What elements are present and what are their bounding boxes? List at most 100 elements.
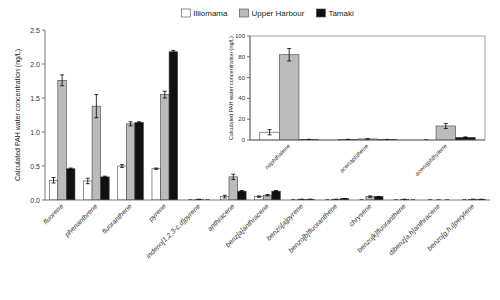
error-cap xyxy=(268,134,272,135)
error-cap xyxy=(240,191,244,192)
error-bar xyxy=(171,50,175,53)
error-line xyxy=(269,130,270,135)
error-bar xyxy=(240,190,244,191)
error-line xyxy=(62,75,63,86)
bar xyxy=(255,197,264,200)
y-tick-label: 0.5 xyxy=(30,163,40,170)
error-cap xyxy=(223,197,227,198)
error-bar xyxy=(266,195,270,196)
error-cap xyxy=(368,197,372,198)
error-cap xyxy=(444,128,448,129)
error-line xyxy=(233,174,234,179)
error-cap xyxy=(463,136,467,137)
bar xyxy=(279,55,299,140)
error-bar xyxy=(368,196,372,197)
chart-root: 0.00.51.01.52.02.5Calculated PAH water c… xyxy=(0,0,500,300)
bar xyxy=(152,169,161,200)
error-bar xyxy=(120,165,124,168)
bar xyxy=(238,191,247,200)
error-cap xyxy=(274,190,278,191)
bar xyxy=(101,177,110,200)
y-tick xyxy=(42,200,45,201)
y-tick-label: 100 xyxy=(235,33,246,39)
y-tick-label: 0.0 xyxy=(30,197,40,204)
x-tick-label: chrysene xyxy=(348,202,374,228)
x-axis-line xyxy=(45,200,490,201)
y-tick xyxy=(247,36,250,37)
error-cap xyxy=(103,176,107,177)
error-cap xyxy=(343,198,347,199)
y-tick xyxy=(42,30,45,31)
error-cap xyxy=(257,197,261,198)
error-line xyxy=(130,122,131,126)
x-tick-label: anthracene xyxy=(206,202,236,232)
legend-label: Upper Harbour xyxy=(251,9,304,18)
error-line xyxy=(173,50,174,53)
error-cap xyxy=(94,94,98,95)
error-line xyxy=(87,178,88,183)
inset-chart: 020406080100Calculated PAH water concent… xyxy=(228,33,485,177)
error-cap xyxy=(463,137,467,138)
error-cap xyxy=(86,178,90,179)
bar xyxy=(49,180,58,200)
x-tick-label: pyrene xyxy=(146,202,168,224)
bar xyxy=(58,80,67,200)
x-tick-label: indeno[1,2,3-c,d]pyrene xyxy=(145,202,203,260)
error-cap xyxy=(154,168,158,169)
y-tick-label: 80 xyxy=(238,54,245,60)
error-bar xyxy=(444,123,448,128)
error-bar xyxy=(223,195,227,198)
error-cap xyxy=(137,123,141,124)
y-tick-label: 40 xyxy=(238,95,245,101)
error-line xyxy=(164,91,165,98)
error-cap xyxy=(268,129,272,130)
error-line xyxy=(289,48,290,60)
x-tick-label: benzo[g,h,i]perylene xyxy=(426,202,476,252)
error-cap xyxy=(274,191,278,192)
error-cap xyxy=(266,195,270,196)
error-cap xyxy=(94,117,98,118)
bar xyxy=(118,166,127,200)
error-cap xyxy=(86,183,90,184)
error-cap xyxy=(154,169,158,170)
x-tick-label: phenanthrene xyxy=(63,202,100,239)
bar xyxy=(366,197,375,200)
error-cap xyxy=(69,168,73,169)
error-cap xyxy=(60,85,64,86)
error-bar xyxy=(94,95,98,118)
error-cap xyxy=(171,50,175,51)
y-tick xyxy=(247,77,250,78)
error-cap xyxy=(129,125,133,126)
error-bar xyxy=(154,168,158,169)
error-bar xyxy=(231,174,235,179)
legend-swatch xyxy=(181,9,190,17)
x-tick-label: fluorene xyxy=(42,202,65,225)
y-tick xyxy=(247,98,250,99)
error-bar xyxy=(268,130,272,135)
y-tick-label: 1.0 xyxy=(30,129,40,136)
y-tick xyxy=(247,140,250,141)
error-cap xyxy=(377,196,381,197)
error-bar xyxy=(129,122,133,126)
error-line xyxy=(224,195,225,198)
inset-background xyxy=(250,36,485,140)
error-cap xyxy=(60,74,64,75)
y-tick-label: 2.5 xyxy=(30,27,40,34)
y-axis-line xyxy=(250,36,251,140)
y-axis-label: Calculated PAH water concentration (ng/L… xyxy=(14,49,22,181)
x-tick-label: fluoranthene xyxy=(101,202,134,235)
y-axis-line xyxy=(45,30,46,200)
error-bar xyxy=(343,198,347,199)
x-tick-label: naphthalene xyxy=(264,142,292,170)
x-tick-label: acenaphthene xyxy=(338,142,370,174)
y-tick xyxy=(42,64,45,65)
legend-swatch xyxy=(316,9,325,17)
error-bar xyxy=(257,196,261,197)
y-tick xyxy=(247,119,250,120)
error-cap xyxy=(257,195,261,196)
error-cap xyxy=(377,196,381,197)
error-cap xyxy=(287,48,291,49)
error-cap xyxy=(368,195,372,196)
error-bar xyxy=(69,168,73,169)
error-cap xyxy=(171,53,175,54)
